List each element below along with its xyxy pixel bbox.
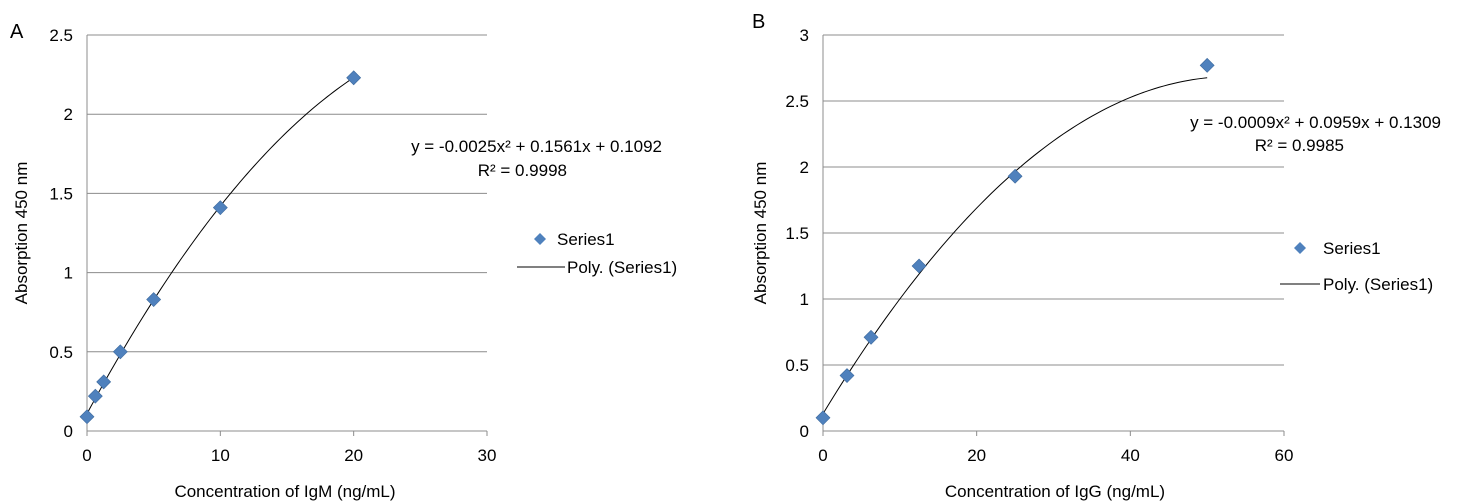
legend-label-series1-a: Series1	[557, 230, 615, 249]
data-points-b	[815, 57, 1215, 426]
data-point-b	[1199, 57, 1215, 73]
x-tick-label-b: 40	[1121, 446, 1140, 465]
gridlines-a	[87, 34, 487, 353]
data-point-b	[839, 368, 855, 383]
gridlines-b	[823, 34, 1284, 366]
x-tick-labels-b: 0 20 40 60	[818, 446, 1293, 465]
legend-marker-series1-b	[1294, 242, 1306, 254]
y-tick-label-a: 0.5	[49, 343, 73, 362]
data-point-a	[346, 70, 362, 86]
data-point-b	[863, 329, 879, 345]
chart-panel-b: B 0 0.5 1 1.5 2 2.5 3 0 20 40 60 Concentration of…	[751, 11, 1441, 501]
x-tick-label-b: 20	[967, 446, 986, 465]
y-tick-label-b: 1	[800, 290, 809, 309]
data-points-a	[79, 70, 362, 425]
legend-label-trend-a: Poly. (Series1)	[567, 258, 677, 277]
trendline-a	[86, 77, 354, 414]
y-tick-labels-a: 0 0.5 1 1.5 2 2.5	[49, 26, 73, 441]
data-point-a	[96, 374, 112, 390]
data-point-b	[911, 258, 927, 274]
x-axis-title-a: Concentration of IgM (ng/mL)	[174, 482, 395, 501]
x-tick-label-b: 0	[818, 446, 827, 465]
y-tick-label-a: 1	[64, 264, 73, 283]
x-tick-label-b: 60	[1275, 446, 1294, 465]
y-tick-label-b: 0.5	[785, 356, 809, 375]
y-tick-label-a: 1.5	[49, 184, 73, 203]
y-axis-title-a: Absorption 450 nm	[12, 162, 31, 305]
trendline-b	[822, 77, 1208, 414]
trend-r-squared-a: R² = 0.9998	[478, 161, 567, 180]
y-tick-label-b: 1.5	[785, 224, 809, 243]
x-tick-label-a: 10	[211, 446, 230, 465]
y-tick-label-b: 2	[800, 158, 809, 177]
axes-b	[822, 35, 1285, 436]
data-point-b	[815, 410, 831, 426]
legend-marker-series1-a	[534, 233, 546, 245]
x-axis-title-b: Concentration of IgG (ng/mL)	[945, 482, 1165, 501]
legend-label-trend-b: Poly. (Series1)	[1323, 275, 1433, 294]
y-tick-label-a: 2	[64, 105, 73, 124]
y-tick-label-b: 3	[800, 26, 809, 45]
trend-equation-a: y = -0.0025x² + 0.1561x + 0.1092	[411, 137, 662, 156]
y-tick-label-a: 2.5	[49, 26, 73, 45]
y-tick-label-b: 2.5	[785, 92, 809, 111]
legend-a: Series1 Poly. (Series1)	[517, 230, 677, 277]
legend-label-series1-b: Series1	[1323, 239, 1381, 258]
data-point-a	[146, 292, 162, 307]
panel-label-a: A	[10, 21, 24, 43]
data-point-a	[212, 200, 228, 216]
y-tick-label-a: 0	[64, 422, 73, 441]
axes-a	[86, 35, 488, 436]
x-tick-label-a: 20	[344, 446, 363, 465]
trend-equation-b: y = -0.0009x² + 0.0959x + 0.1309	[1190, 113, 1441, 132]
data-point-a	[112, 344, 128, 360]
chart-panel-a: A 0 0.5 1 1.5 2 2.5 0 10 20 30 Concentration of …	[10, 21, 677, 501]
x-tick-label-a: 30	[478, 446, 497, 465]
y-tick-labels-b: 0 0.5 1 1.5 2 2.5 3	[785, 26, 809, 441]
x-tick-labels-a: 0 10 20 30	[82, 446, 496, 465]
data-point-a	[79, 409, 95, 425]
trend-r-squared-b: R² = 0.9985	[1255, 136, 1344, 155]
data-point-a	[87, 388, 103, 404]
data-point-b	[1007, 168, 1023, 184]
legend-b: Series1 Poly. (Series1)	[1280, 239, 1433, 294]
y-tick-label-b: 0	[800, 422, 809, 441]
y-axis-title-b: Absorption 450 nm	[751, 162, 770, 305]
x-tick-label-a: 0	[82, 446, 91, 465]
panel-label-b: B	[752, 11, 765, 33]
